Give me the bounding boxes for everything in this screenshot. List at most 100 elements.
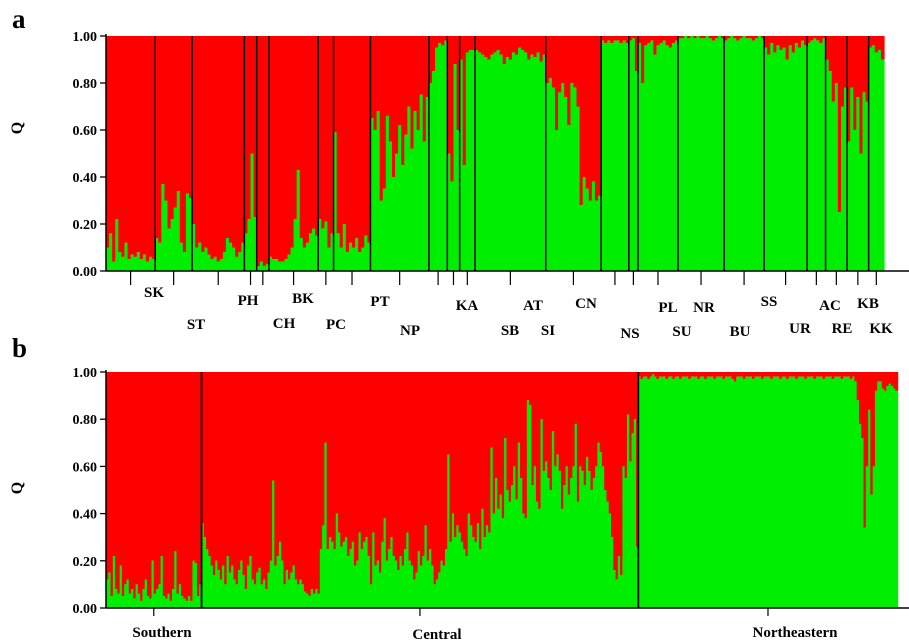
bar-red xyxy=(604,372,608,490)
bar-green xyxy=(475,50,479,271)
bar-red xyxy=(816,36,821,41)
bar-green xyxy=(731,379,735,608)
bar-red xyxy=(131,372,134,590)
group-label: SU xyxy=(672,324,691,340)
panel-letter: a xyxy=(12,4,26,34)
group-label: BU xyxy=(730,324,751,340)
bar-red xyxy=(861,372,865,439)
bar-green xyxy=(831,379,835,608)
bar-green xyxy=(317,593,321,608)
bar-red xyxy=(556,372,560,455)
bar-green xyxy=(169,600,173,608)
group-label: CH xyxy=(273,316,296,332)
bar-red xyxy=(713,372,717,380)
bar-green xyxy=(285,570,289,608)
bar-red xyxy=(278,372,282,542)
y-tick-label: 0.80 xyxy=(73,413,98,428)
bar-green xyxy=(378,572,382,608)
bar-red xyxy=(385,372,389,561)
bar-green xyxy=(545,461,548,608)
bar-green xyxy=(622,40,627,272)
bar-green xyxy=(672,379,676,608)
bar-red xyxy=(868,36,873,48)
bar-green xyxy=(818,376,821,608)
bar-green xyxy=(574,423,578,608)
bar-red xyxy=(833,372,837,377)
bar-red xyxy=(807,36,811,44)
bar-green xyxy=(863,527,867,608)
bar-green xyxy=(118,252,122,271)
bar-red xyxy=(348,36,353,243)
bar-red xyxy=(321,36,325,229)
bar-green xyxy=(370,118,375,271)
group-label: RE xyxy=(832,321,853,337)
bar-red xyxy=(687,36,691,39)
bar-red xyxy=(724,36,728,41)
bar-red xyxy=(265,36,270,264)
bar-red xyxy=(281,372,285,561)
bar-red xyxy=(231,372,234,566)
bar-green xyxy=(782,47,787,271)
bar-red xyxy=(485,372,489,526)
bar-red xyxy=(783,372,787,377)
bar-green xyxy=(444,549,448,608)
bar-red xyxy=(888,372,892,384)
bar-red xyxy=(865,372,869,467)
bar-red xyxy=(290,36,295,248)
bar-red xyxy=(824,372,828,377)
bar-green xyxy=(788,45,793,272)
bar-green xyxy=(237,570,241,608)
bar-red xyxy=(558,36,562,93)
bar-red xyxy=(244,36,249,234)
bar-green xyxy=(331,541,335,608)
bar-red xyxy=(438,36,442,44)
bar-red xyxy=(656,372,660,380)
bar-red xyxy=(240,372,244,561)
bar-red xyxy=(149,372,153,599)
bar-red xyxy=(607,36,611,41)
bar-red xyxy=(840,372,844,380)
bar-green xyxy=(895,390,899,608)
bar-green xyxy=(692,376,696,608)
bar-red xyxy=(802,372,805,377)
bar-red xyxy=(585,372,589,457)
bar-red xyxy=(631,36,636,39)
bar-green xyxy=(424,525,428,608)
bar-green xyxy=(206,549,209,608)
bar-red xyxy=(416,36,421,130)
bar-red xyxy=(170,36,175,220)
bar-red xyxy=(806,372,810,377)
bar-red xyxy=(608,372,612,514)
bar-green xyxy=(328,537,332,608)
bar-green xyxy=(419,94,424,271)
bar-green xyxy=(422,141,427,271)
bar-red xyxy=(733,372,737,382)
bar-red xyxy=(378,372,382,573)
bar-green xyxy=(739,38,744,271)
bar-green xyxy=(570,83,575,271)
bar-green xyxy=(481,54,485,271)
bar-green xyxy=(613,570,617,608)
bar-green xyxy=(381,541,385,608)
bar-green xyxy=(158,584,162,608)
bar-green xyxy=(667,376,671,608)
bar-green xyxy=(517,442,521,608)
bar-red xyxy=(185,36,190,194)
bar-green xyxy=(472,537,476,608)
bar-green xyxy=(198,242,202,271)
y-tick-label: 0.80 xyxy=(73,77,98,92)
bar-green xyxy=(173,207,178,271)
bar-red xyxy=(438,372,441,573)
bar-red xyxy=(610,36,614,44)
bar-red xyxy=(178,372,182,585)
bar-red xyxy=(808,372,812,377)
bar-green xyxy=(447,153,452,271)
bar-red xyxy=(859,36,864,154)
bar-red xyxy=(731,372,735,380)
bar-red xyxy=(895,372,899,391)
bar-red xyxy=(647,372,651,380)
bar-green xyxy=(711,376,714,608)
bar-red xyxy=(308,36,313,234)
bar-green xyxy=(539,61,544,271)
bar-red xyxy=(395,36,399,154)
